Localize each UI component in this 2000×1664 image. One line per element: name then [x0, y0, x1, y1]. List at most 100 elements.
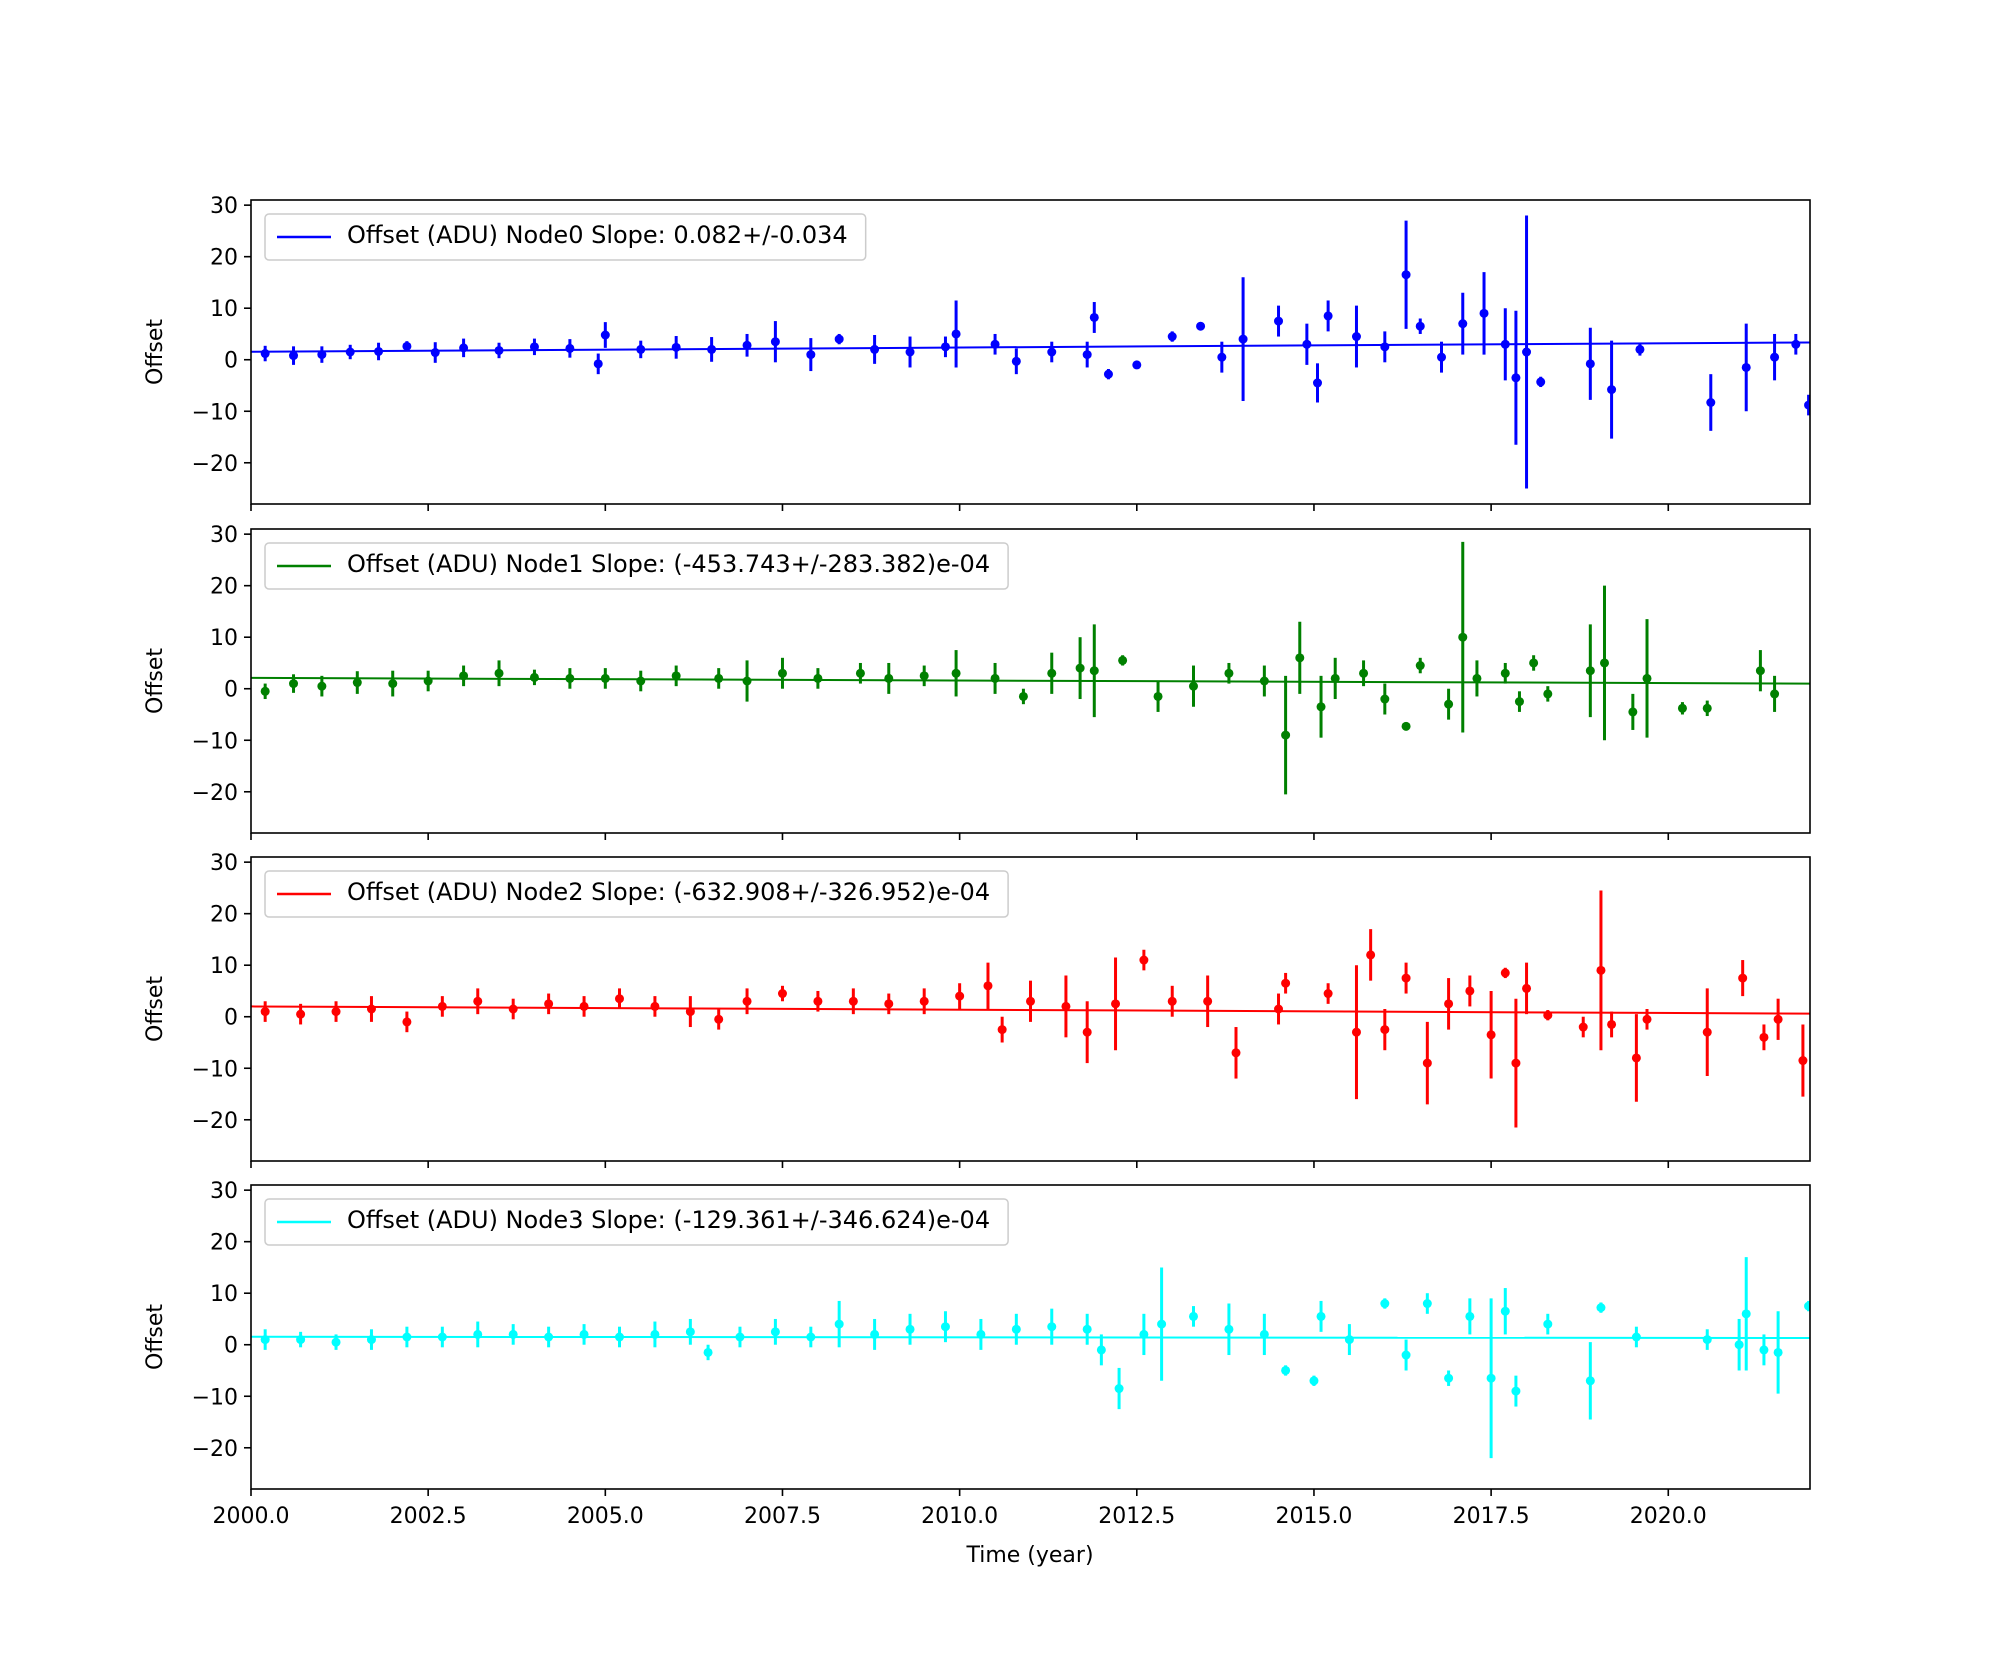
data-point — [1522, 347, 1532, 357]
legend-label: Offset (ADU) Node3 Slope: (-129.361+/-34… — [347, 1206, 990, 1234]
y-axis-label: Offset — [143, 976, 168, 1042]
data-point — [296, 1009, 306, 1019]
data-point — [388, 679, 398, 689]
y-tick-label: 20 — [210, 575, 238, 600]
data-point — [1642, 1014, 1652, 1024]
legend: Offset (ADU) Node1 Slope: (-453.743+/-28… — [264, 542, 1009, 590]
data-point — [579, 1001, 589, 1011]
data-point — [494, 345, 504, 355]
data-point — [650, 1001, 660, 1011]
data-point — [544, 1332, 554, 1342]
data-point — [402, 1017, 412, 1027]
data-point — [1238, 334, 1248, 344]
data-point — [1103, 369, 1113, 379]
data-point — [565, 343, 575, 353]
data-point — [1351, 1027, 1361, 1037]
data-point — [1157, 1319, 1167, 1329]
data-point — [1702, 1335, 1712, 1345]
data-point — [1139, 955, 1149, 965]
data-point — [1118, 655, 1128, 665]
data-point — [1188, 681, 1198, 691]
data-point — [1380, 1025, 1390, 1035]
data-point — [1018, 691, 1028, 701]
data-point — [352, 678, 362, 688]
x-tick-label: 2010.0 — [921, 1504, 998, 1529]
data-point — [593, 359, 603, 369]
data-point — [1089, 312, 1099, 322]
data-point — [1635, 344, 1645, 354]
data-point — [1486, 1030, 1496, 1040]
data-point — [1677, 703, 1687, 713]
y-tick-label: 0 — [224, 678, 238, 703]
legend: Offset (ADU) Node3 Slope: (-129.361+/-34… — [264, 1198, 1009, 1246]
data-point — [855, 668, 865, 678]
data-layer — [251, 541, 1810, 795]
data-point — [430, 348, 440, 358]
x-tick-label: 2005.0 — [567, 1504, 644, 1529]
y-tick-label: 0 — [224, 1006, 238, 1031]
data-point — [951, 668, 961, 678]
data-point — [437, 1001, 447, 1011]
data-point — [806, 350, 816, 360]
data-point — [742, 996, 752, 1006]
data-point — [870, 344, 880, 354]
data-point — [529, 672, 539, 682]
data-point — [1089, 666, 1099, 676]
data-point — [1702, 1027, 1712, 1037]
data-point — [1380, 694, 1390, 704]
data-point — [614, 994, 624, 1004]
data-point — [884, 673, 894, 683]
data-point — [1351, 332, 1361, 342]
data-point — [1585, 359, 1595, 369]
panel-3: −20 −10 0 10 20 30 2000.0 2002.5 2005.0 2007.5 201… — [143, 1179, 1811, 1529]
data-point — [1578, 1022, 1588, 1032]
data-point — [579, 1329, 589, 1339]
data-point — [374, 346, 384, 356]
legend: Offset (ADU) Node2 Slope: (-632.908+/-32… — [264, 870, 1009, 918]
data-point — [990, 339, 1000, 349]
y-tick-label: 10 — [210, 626, 238, 651]
y-tick-label: 30 — [210, 1179, 238, 1204]
data-point — [1082, 1324, 1092, 1334]
data-point — [742, 340, 752, 350]
data-point — [1281, 1365, 1291, 1375]
legend-box — [264, 1198, 1009, 1246]
data-point — [1295, 653, 1305, 663]
data-point — [1437, 352, 1447, 362]
data-point — [1281, 978, 1291, 988]
data-point — [1536, 377, 1546, 387]
data-point — [331, 1337, 341, 1347]
data-point — [1734, 1340, 1744, 1350]
data-point — [1585, 666, 1595, 676]
y-tick-label: 10 — [210, 954, 238, 979]
data-point — [529, 342, 539, 352]
data-point — [1061, 1001, 1071, 1011]
data-point — [1770, 689, 1780, 699]
data-point — [1804, 1301, 1810, 1311]
data-point — [1047, 1322, 1057, 1332]
data-point — [473, 996, 483, 1006]
data-point — [1188, 1311, 1198, 1321]
data-point — [1082, 350, 1092, 360]
data-point — [317, 350, 327, 360]
data-point — [1139, 1329, 1149, 1339]
data-point — [1773, 1014, 1783, 1024]
data-point — [777, 668, 787, 678]
legend-box — [264, 542, 1009, 590]
data-point — [1543, 1010, 1553, 1020]
data-point — [1259, 1329, 1269, 1339]
data-point — [600, 673, 610, 683]
data-point — [905, 1324, 915, 1334]
data-point — [423, 676, 433, 686]
data-point — [1401, 270, 1411, 280]
data-point — [685, 1007, 695, 1017]
data-layer — [251, 890, 1810, 1128]
data-point — [1380, 1299, 1390, 1309]
x-tick-label: 2020.0 — [1630, 1504, 1707, 1529]
data-point — [703, 1347, 713, 1357]
data-point — [317, 681, 327, 691]
fit-line — [251, 1335, 1810, 1340]
data-point — [1479, 308, 1489, 318]
panels: −20 −10 0 10 20 30 Offset Offset (ADU) Node0 Sl… — [143, 194, 1811, 1529]
data-point — [919, 671, 929, 681]
